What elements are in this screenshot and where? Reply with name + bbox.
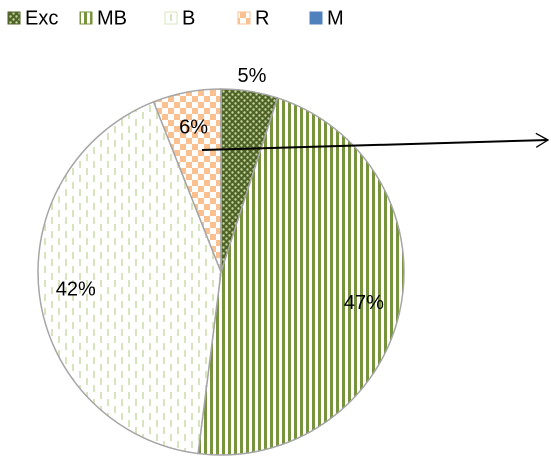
pie-slice bbox=[37, 100, 222, 455]
legend-swatch bbox=[309, 11, 323, 25]
legend-label: Exc bbox=[25, 7, 58, 29]
legend-swatch bbox=[164, 11, 178, 25]
data-label: 42% bbox=[56, 279, 96, 301]
legend-label: B bbox=[182, 7, 195, 29]
data-label: 5% bbox=[237, 65, 266, 87]
data-label: 6% bbox=[179, 116, 208, 138]
legend-label: R bbox=[255, 7, 269, 29]
legend-swatch bbox=[79, 11, 93, 25]
legend-swatch bbox=[237, 11, 251, 25]
legend-label: M bbox=[327, 7, 344, 29]
legend-label: MB bbox=[97, 7, 127, 29]
data-label: 47% bbox=[344, 292, 384, 314]
pie-slice bbox=[197, 97, 405, 456]
legend-swatch bbox=[7, 11, 21, 25]
arrow bbox=[201, 140, 548, 151]
